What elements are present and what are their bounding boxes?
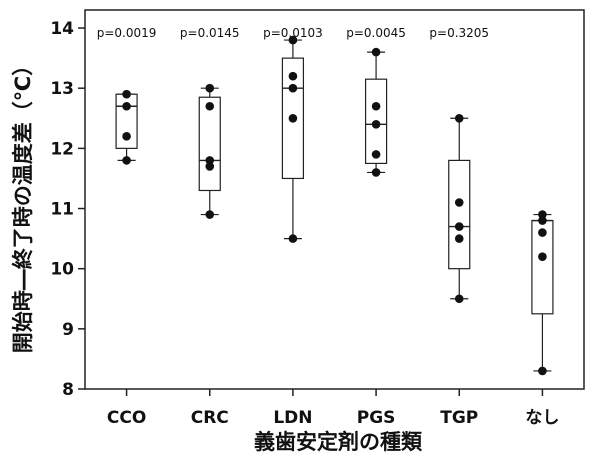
y-tick-label: 9 (62, 320, 74, 340)
box-CRC (198, 83, 221, 219)
data-point (288, 83, 298, 93)
data-point (288, 113, 298, 123)
data-point (122, 89, 131, 99)
data-point (205, 101, 215, 111)
data-point (454, 234, 464, 243)
iqr-box (448, 159, 471, 270)
data-point (205, 162, 215, 171)
p-value-label: p=0.0019 (97, 26, 157, 40)
data-point (288, 35, 298, 45)
x-axis-title: 義歯安定剤の種類 (254, 430, 423, 454)
p-value-label: p=0.0145 (180, 26, 240, 40)
x-tick-label: なし (525, 408, 559, 428)
p-value-label: p=0.0045 (346, 26, 406, 40)
box-CCO (115, 89, 138, 165)
y-tick-label: 13 (50, 79, 74, 99)
x-tick-label: TGP (440, 408, 478, 428)
data-point (538, 366, 547, 376)
data-point (454, 222, 464, 231)
box-なし (531, 210, 554, 376)
box-series (115, 35, 554, 376)
data-point (205, 210, 215, 219)
p-value-label: p=0.0103 (263, 26, 323, 40)
p-value-labels: p=0.0019 p=0.0145 p=0.0103 p=0.0045 p=0.3205 (97, 26, 489, 40)
data-point (371, 120, 381, 129)
x-tick-label: LDN (273, 408, 312, 428)
data-point (538, 252, 547, 261)
box-TGP (448, 113, 471, 304)
data-point (538, 210, 547, 219)
p-value-label: p=0.3205 (429, 26, 489, 40)
plot-area-frame (84, 9, 585, 390)
y-tick-label: 11 (50, 200, 74, 220)
data-point (122, 156, 131, 165)
x-tick-label: PGS (357, 408, 396, 428)
data-point (205, 156, 215, 165)
data-point (454, 113, 464, 123)
data-point (288, 71, 298, 81)
x-axis: CCO CRC LDN PGS TGP なし (107, 389, 559, 428)
data-point (122, 101, 131, 111)
y-tick-label: 14 (50, 19, 74, 39)
x-tick-label: CCO (107, 408, 146, 428)
y-tick-label: 12 (50, 139, 74, 159)
data-point (371, 47, 381, 57)
data-point (538, 216, 547, 225)
data-point (205, 83, 215, 93)
data-point (371, 150, 381, 159)
data-point (288, 234, 298, 243)
box-LDN (281, 35, 305, 243)
x-tick-label: CRC (191, 408, 229, 428)
y-tick-label: 8 (62, 380, 74, 400)
data-point (371, 101, 381, 111)
y-tick-label: 10 (50, 260, 74, 280)
data-point (454, 198, 464, 207)
box-PGS (364, 47, 388, 177)
y-axis-title: 開始時―終了時の温度差（℃） (11, 55, 35, 353)
iqr-box (198, 96, 221, 192)
data-point (371, 168, 381, 177)
data-point (538, 228, 547, 237)
data-point (454, 294, 464, 304)
y-axis: 8 9 10 11 12 13 14 (50, 19, 85, 400)
data-point (122, 132, 131, 141)
